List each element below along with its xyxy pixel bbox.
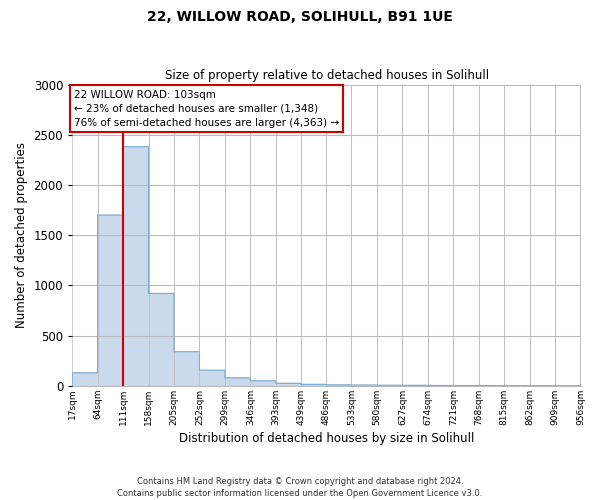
Text: 22 WILLOW ROAD: 103sqm
← 23% of detached houses are smaller (1,348)
76% of semi-: 22 WILLOW ROAD: 103sqm ← 23% of detached… [74, 90, 339, 128]
Text: Contains HM Land Registry data © Crown copyright and database right 2024.
Contai: Contains HM Land Registry data © Crown c… [118, 476, 482, 498]
Text: 22, WILLOW ROAD, SOLIHULL, B91 1UE: 22, WILLOW ROAD, SOLIHULL, B91 1UE [147, 10, 453, 24]
Polygon shape [72, 147, 580, 386]
X-axis label: Distribution of detached houses by size in Solihull: Distribution of detached houses by size … [179, 432, 474, 445]
Y-axis label: Number of detached properties: Number of detached properties [15, 142, 28, 328]
Title: Size of property relative to detached houses in Solihull: Size of property relative to detached ho… [164, 69, 488, 82]
